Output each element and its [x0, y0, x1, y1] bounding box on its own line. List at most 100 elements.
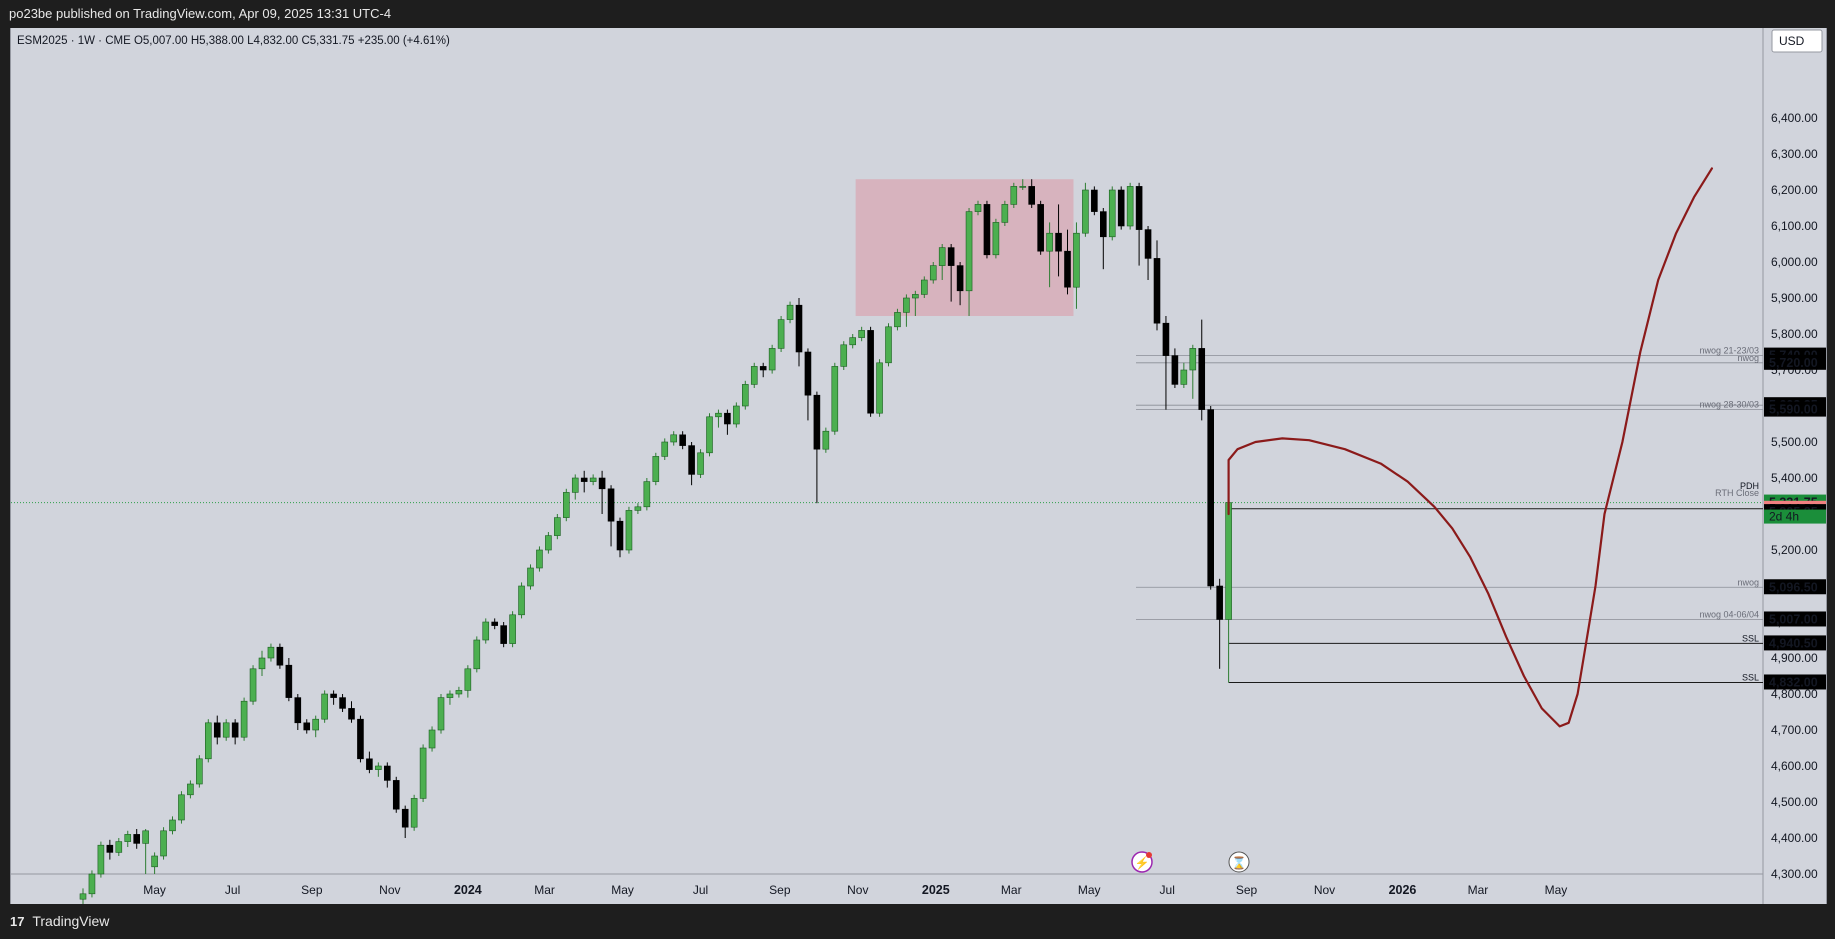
price-tag-text: 5,096.50	[1769, 580, 1818, 594]
candle-body	[348, 708, 355, 720]
candle-body	[1019, 186, 1027, 188]
candle-body	[88, 873, 96, 895]
price-tag	[1764, 354, 1826, 370]
hourglass-event-icon[interactable]	[1228, 851, 1250, 873]
candle-body	[419, 747, 427, 799]
candle-body	[661, 441, 669, 457]
candle-body	[330, 693, 337, 698]
candle-body	[733, 405, 740, 425]
candle-body	[1010, 186, 1018, 205]
candle-body	[562, 492, 570, 518]
candle-body	[392, 780, 400, 810]
candle-body	[509, 614, 516, 644]
candle-body	[831, 366, 839, 432]
candle-body	[1073, 232, 1080, 288]
price-tick-label: 4,300.00	[1771, 867, 1818, 881]
banner-text: po23be published on TradingView.com, Apr…	[9, 6, 392, 21]
candle-body	[491, 621, 499, 626]
candle-body	[903, 297, 910, 313]
time-axis-label: Sep	[1236, 883, 1258, 897]
level-label: nwog 28-30/03	[1699, 400, 1759, 410]
price-tick-label: 4,900.00	[1771, 651, 1818, 665]
candle-body	[804, 351, 812, 396]
candle-body	[965, 211, 973, 292]
candle-body	[383, 765, 391, 781]
price-tag-text: 4,940.50	[1769, 636, 1818, 650]
candle-body	[518, 585, 525, 616]
candle-body	[1108, 189, 1116, 238]
currency-button[interactable]	[1771, 29, 1823, 53]
price-tick-label: 4,400.00	[1771, 831, 1818, 845]
candle-body	[267, 646, 275, 659]
candle-body	[151, 855, 158, 868]
candle-body	[1180, 369, 1188, 385]
candle-body	[375, 765, 382, 770]
candle-body	[715, 412, 722, 418]
candle-body	[160, 830, 167, 857]
publish-banner: po23be published on TradingView.com, Apr…	[0, 0, 1835, 28]
time-axis-label: 2024	[454, 883, 482, 897]
price-tick-label: 4,700.00	[1771, 723, 1818, 737]
footer-bar: 17 TradingView	[0, 904, 1835, 939]
candle-body	[1135, 186, 1143, 230]
candle-body	[1162, 322, 1170, 356]
candle-body	[79, 893, 87, 900]
time-axis-label: May	[1078, 883, 1101, 897]
lightning-glyph: ⚡	[1135, 856, 1150, 870]
candle-body	[231, 722, 239, 738]
countdown-tag	[1764, 509, 1826, 524]
candle-body	[213, 722, 221, 738]
candle-body	[303, 722, 311, 731]
price-tag	[1764, 579, 1826, 595]
candle-body	[196, 758, 203, 785]
symbol-ohlc-legend: ESM2025 · 1W · CME O5,007.00 H5,388.00 L…	[17, 35, 450, 47]
candle-body	[401, 808, 409, 828]
tradingview-logo-icon: 17	[10, 914, 25, 929]
price-tick-label: 5,500.00	[1771, 435, 1818, 449]
time-axis-label: Jul	[225, 883, 240, 897]
time-axis-label: 2026	[1389, 883, 1417, 897]
candle-body	[276, 646, 284, 666]
price-tag	[1764, 401, 1826, 417]
candle-body	[795, 304, 803, 353]
candle-body	[1046, 232, 1053, 252]
candle-body	[428, 729, 436, 749]
price-tick-label: 6,400.00	[1771, 111, 1818, 125]
time-axis-label: Mar	[1468, 883, 1489, 897]
candle-body	[464, 668, 472, 691]
candle-body	[1171, 355, 1179, 385]
candle-body	[285, 664, 293, 698]
hourglass-glyph: ⌛	[1232, 856, 1247, 870]
candle-body	[500, 625, 507, 644]
candle-body	[178, 794, 185, 821]
footer-brand: TradingView	[32, 913, 110, 929]
candle-body	[670, 434, 678, 443]
candle-body	[455, 690, 463, 695]
pdh-label: PDH	[1740, 481, 1759, 491]
candle-body	[1037, 204, 1044, 252]
candle-body	[97, 844, 105, 875]
candle-body	[222, 722, 230, 738]
candle-body	[786, 304, 794, 320]
candle-body	[1198, 348, 1206, 410]
time-axis-label: Nov	[379, 883, 400, 897]
rth-close-label: RTH Close	[1715, 488, 1759, 498]
currency-label: USD	[1779, 34, 1805, 48]
time-axis-label: May	[143, 883, 166, 897]
candle-body	[1001, 204, 1009, 223]
time-axis-label: May	[611, 883, 634, 897]
chart-panel[interactable]: nwog 21-23/03 nwog nwog 28-30/03 nwog nwog 0…	[10, 28, 1827, 904]
time-axis-label: Jul	[693, 883, 708, 897]
price-tag-text: 5,590.00	[1769, 403, 1818, 417]
level-label: SSL	[1742, 633, 1759, 643]
price-tag-text: 5,720.00	[1769, 356, 1818, 370]
candle-body	[1028, 186, 1036, 205]
candle-body	[974, 204, 982, 212]
candle-body	[885, 326, 892, 364]
time-axis-label: Mar	[1001, 883, 1022, 897]
time-axis-label: Nov	[1314, 883, 1335, 897]
time-axis-label: Sep	[301, 883, 323, 897]
candle-body	[410, 798, 418, 828]
candle-body	[813, 394, 821, 450]
